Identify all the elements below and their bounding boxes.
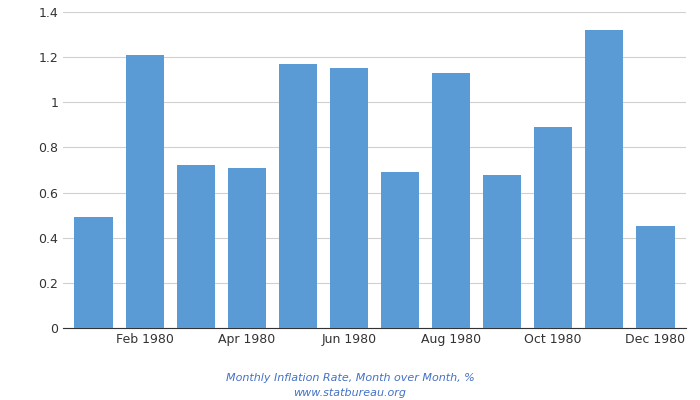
Bar: [74, 218, 113, 328]
Bar: [636, 226, 675, 328]
Bar: [432, 73, 470, 328]
Bar: [279, 64, 317, 328]
Bar: [125, 55, 164, 328]
Bar: [228, 168, 266, 328]
Text: www.statbureau.org: www.statbureau.org: [293, 388, 407, 398]
Bar: [534, 127, 573, 328]
Bar: [585, 30, 624, 328]
Bar: [176, 166, 215, 328]
Bar: [381, 172, 419, 328]
Bar: [330, 68, 368, 328]
Bar: [483, 174, 522, 328]
Text: Monthly Inflation Rate, Month over Month, %: Monthly Inflation Rate, Month over Month…: [225, 373, 475, 383]
